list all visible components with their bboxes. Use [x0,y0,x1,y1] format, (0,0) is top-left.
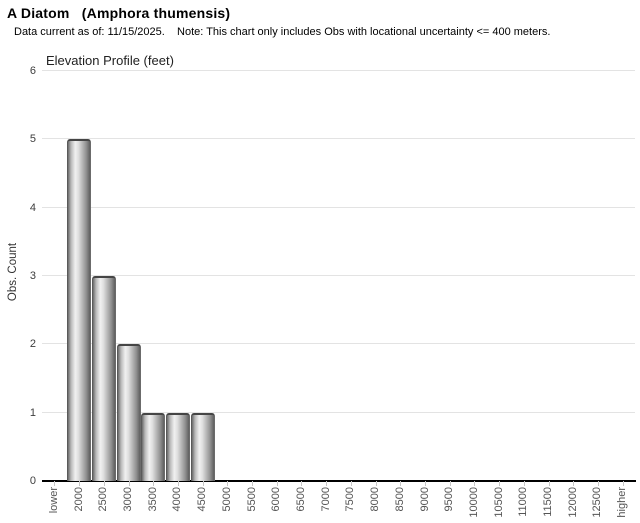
page-subtitle: Data current as of: 11/15/2025. Note: Th… [14,26,551,38]
y-tick-label: 5 [29,133,36,146]
bar-2500 [91,276,116,481]
x-tick-mark [400,481,402,486]
x-tick-label: 6000 [270,487,283,512]
x-tick-mark [573,481,575,486]
x-tick-mark [227,481,229,486]
x-tick-mark [499,481,501,486]
x-tick-mark [474,481,476,486]
gridline [42,411,635,413]
bar-4000 [165,412,190,481]
x-tick-label: 7000 [319,487,332,512]
x-tick-mark [202,481,204,486]
y-tick-label: 6 [29,65,36,77]
x-tick-mark [548,481,550,486]
x-tick-label: 8500 [393,487,406,512]
bar-3500 [141,412,166,481]
x-tick-label: 11500 [542,487,554,517]
x-tick-mark [252,481,253,486]
x-tick-label: 12500 [591,487,604,518]
x-tick-label: 6500 [294,487,307,512]
x-tick-mark [326,481,328,486]
x-tick-mark [153,481,155,486]
y-tick-label: 3 [29,270,36,282]
x-tick-mark [128,481,130,486]
x-tick-label: lower [47,487,60,514]
x-tick-label: 3000 [122,487,134,512]
x-tick-mark [523,481,525,486]
x-tick-mark [103,481,105,486]
x-tick-mark [276,481,278,486]
gridline [42,343,635,345]
x-tick-label: 11000 [517,487,530,517]
gridline [42,70,635,71]
x-tick-label: 4500 [196,487,209,512]
x-tick-mark [177,481,179,486]
bar-2000 [67,139,92,481]
x-tick-label: higher [616,487,629,518]
x-tick-label: 2500 [97,487,110,512]
page-title: A Diatom (Amphora thumensis) [7,5,231,21]
x-tick-label: 2000 [72,487,85,512]
x-tick-mark [425,481,426,486]
x-tick-mark [54,481,56,486]
x-tick-mark [301,481,303,486]
bar-3000 [116,344,141,481]
y-tick-label: 0 [29,475,36,487]
x-tick-label: 5500 [245,487,258,512]
x-tick-mark [622,481,624,486]
x-tick-label: 8000 [369,487,382,512]
bar-4500 [190,412,215,481]
x-tick-label: 5000 [220,487,233,512]
y-tick-label: 2 [29,338,36,351]
x-tick-mark [449,481,451,486]
x-tick-mark [79,481,81,486]
chart-title: Elevation Profile (feet) [46,53,174,68]
x-tick-label: 12000 [566,487,579,518]
x-tick-label: 10500 [492,487,505,518]
y-tick-label: 1 [29,406,36,419]
gridline [42,206,635,208]
gridline [42,138,635,140]
x-tick-label: 3500 [146,487,159,512]
x-tick-mark [350,481,352,486]
y-tick-label: 4 [29,201,36,214]
x-tick-label: 9000 [418,487,431,512]
x-tick-label: 9500 [443,487,456,512]
x-tick-mark [375,481,377,486]
x-axis-line [42,480,636,482]
x-tick-label: 10000 [467,487,480,518]
x-tick-label: 7500 [344,487,357,512]
x-tick-mark [597,481,599,486]
gridline [42,275,635,276]
x-tick-label: 4000 [171,487,184,512]
